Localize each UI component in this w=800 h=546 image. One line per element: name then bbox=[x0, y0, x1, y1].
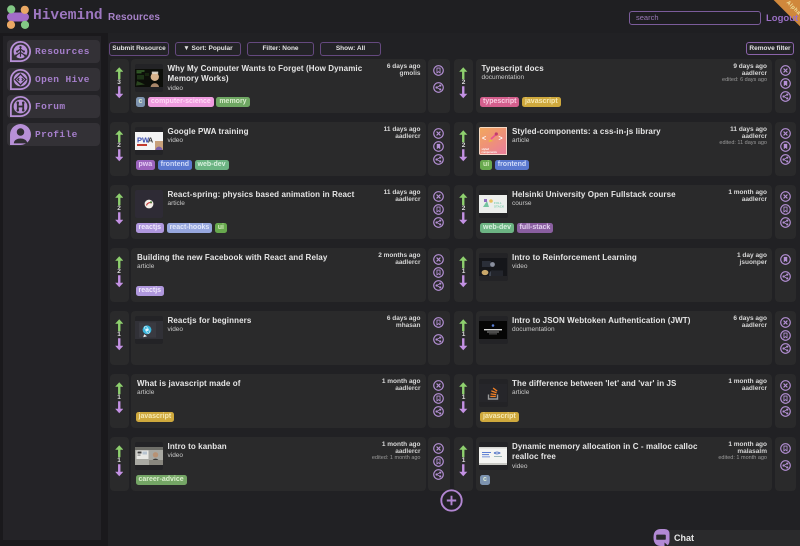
svg-text:A: A bbox=[148, 135, 154, 144]
svg-text:STACK: STACK bbox=[494, 204, 505, 208]
svg-text:styled: styled bbox=[482, 147, 490, 151]
svg-text:>: > bbox=[499, 135, 503, 142]
svg-text:components: components bbox=[482, 150, 498, 154]
svg-text:PW: PW bbox=[137, 135, 150, 144]
svg-text:<: < bbox=[482, 135, 486, 142]
svg-text:FULL: FULL bbox=[494, 201, 502, 205]
